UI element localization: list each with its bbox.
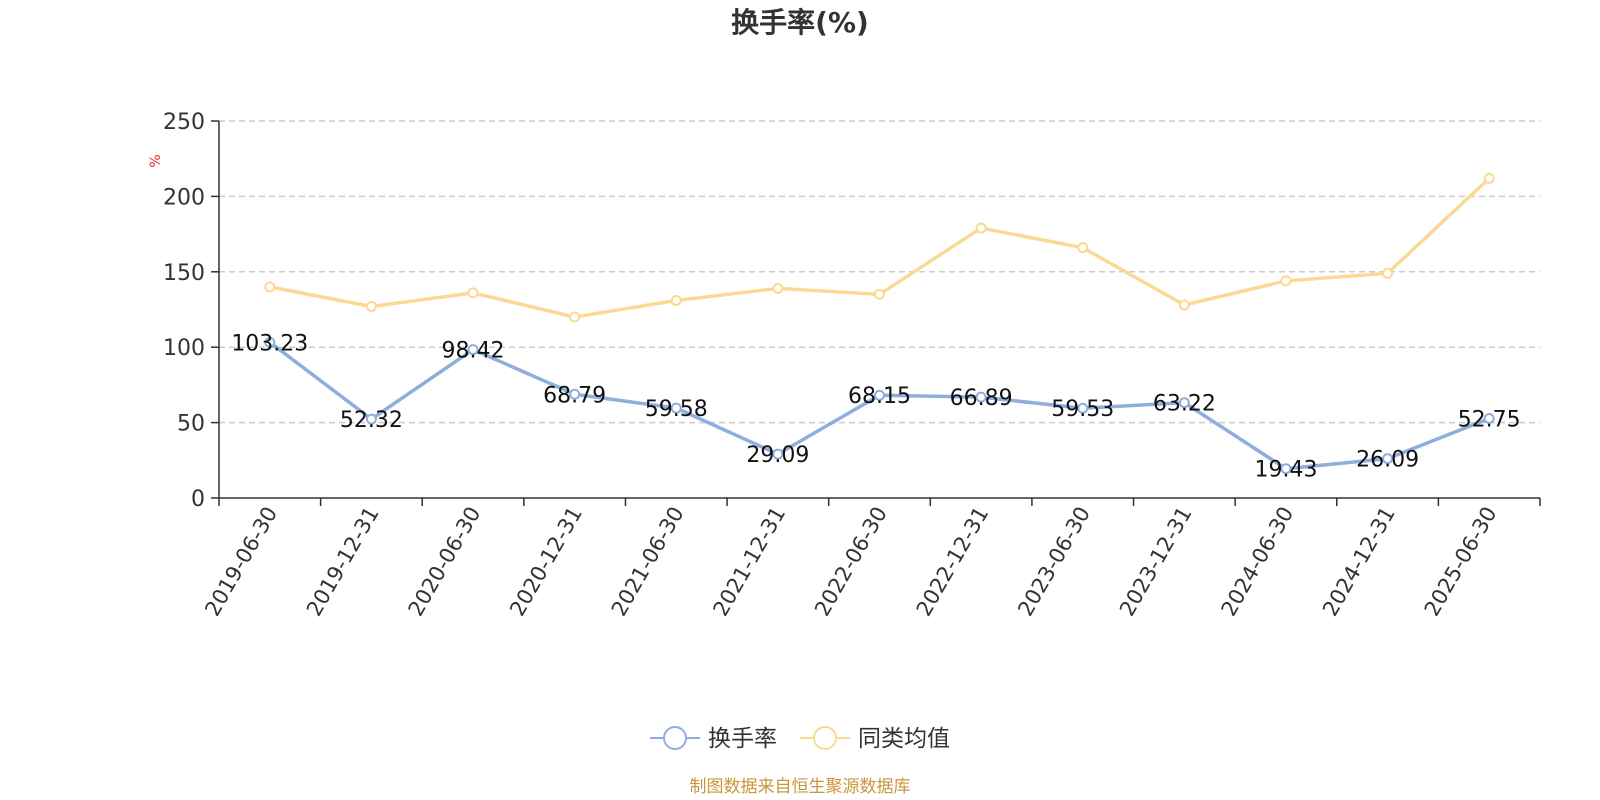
data-label: 29.09 [746, 443, 809, 468]
x-tick-label: 2023-12-31 [1115, 503, 1197, 621]
x-tick-label: 2020-06-30 [404, 503, 486, 621]
x-tick-label: 2023-06-30 [1013, 503, 1095, 621]
y-axis-unit-label: % [148, 154, 164, 167]
data-label: 19.43 [1254, 458, 1317, 483]
data-point[interactable] [1280, 275, 1292, 287]
data-label: 26.09 [1356, 448, 1419, 473]
data-label: 59.53 [1051, 397, 1114, 422]
x-tick-label: 2021-06-30 [607, 503, 689, 621]
data-label: 63.22 [1153, 392, 1216, 417]
data-point[interactable] [1077, 402, 1089, 414]
y-tick-label: 250 [163, 110, 205, 135]
legend-label: 换手率 [708, 726, 777, 752]
legend-label: 同类均值 [858, 726, 950, 752]
data-label: 98.42 [442, 339, 505, 364]
data-point[interactable] [975, 391, 987, 403]
data-point[interactable] [874, 389, 885, 401]
x-tick-label: 2024-12-31 [1318, 503, 1400, 621]
data-point[interactable] [1178, 397, 1190, 409]
data-point[interactable] [264, 336, 276, 348]
data-point[interactable] [365, 413, 377, 425]
data-label: 66.89 [950, 386, 1013, 411]
x-tick-label: 2021-12-31 [708, 503, 790, 621]
data-point[interactable] [467, 287, 479, 299]
data-point[interactable] [1077, 242, 1089, 254]
x-tick-label: 2024-06-30 [1216, 503, 1298, 621]
data-point[interactable] [670, 402, 682, 414]
y-tick-label: 200 [163, 185, 205, 210]
x-tick-label: 2025-06-30 [1420, 503, 1502, 621]
data-label: 68.79 [543, 383, 606, 408]
data-label: 68.15 [848, 384, 911, 409]
y-tick-label: 150 [163, 261, 205, 286]
data-point[interactable] [1483, 172, 1495, 184]
series-group [264, 336, 1495, 475]
data-point[interactable] [772, 282, 784, 294]
series-group [264, 172, 1495, 323]
data-point[interactable] [569, 388, 581, 400]
data-labels: 103.23 52.32 98.42 68.79 59.58 29.09 68.15 66.8… [231, 331, 1520, 482]
data-point[interactable] [569, 311, 581, 323]
data-point[interactable] [1382, 453, 1394, 465]
y-tick-label: 50 [177, 412, 205, 437]
x-tick-label: 2019-12-31 [302, 503, 384, 621]
x-tick-label: 2022-12-31 [912, 503, 994, 621]
data-point[interactable] [874, 288, 885, 300]
data-label: 59.58 [645, 397, 708, 422]
grid-lines [219, 120, 1540, 424]
x-tick-label: 2019-06-30 [200, 503, 282, 621]
data-label: 103.23 [231, 331, 308, 356]
legend: 换手率 同类均值 [650, 726, 950, 752]
data-point[interactable] [975, 222, 987, 234]
data-point[interactable] [1280, 463, 1292, 475]
legend-marker-icon [663, 726, 687, 750]
legend-item[interactable]: 换手率 [650, 726, 777, 752]
data-point[interactable] [772, 448, 784, 460]
data-point[interactable] [1178, 299, 1190, 311]
data-point[interactable] [365, 300, 377, 312]
chart-title: 换手率(%) [731, 6, 869, 39]
data-point[interactable] [670, 294, 682, 306]
y-tick-label: 100 [163, 336, 205, 361]
data-label: 52.75 [1458, 407, 1521, 432]
legend-marker-icon [813, 726, 837, 750]
series-lines [264, 172, 1495, 475]
y-tick-label: 0 [191, 487, 205, 512]
x-tick-label: 2020-12-31 [505, 503, 587, 621]
x-tick-label: 2022-06-30 [810, 503, 892, 621]
data-label: 52.32 [340, 408, 403, 433]
legend-item[interactable]: 同类均值 [800, 726, 950, 752]
data-point[interactable] [264, 281, 276, 293]
data-point[interactable] [1382, 267, 1394, 279]
data-point[interactable] [1483, 412, 1495, 424]
data-source-note: 制图数据来自恒生聚源数据库 [690, 777, 911, 797]
data-point[interactable] [467, 344, 479, 356]
